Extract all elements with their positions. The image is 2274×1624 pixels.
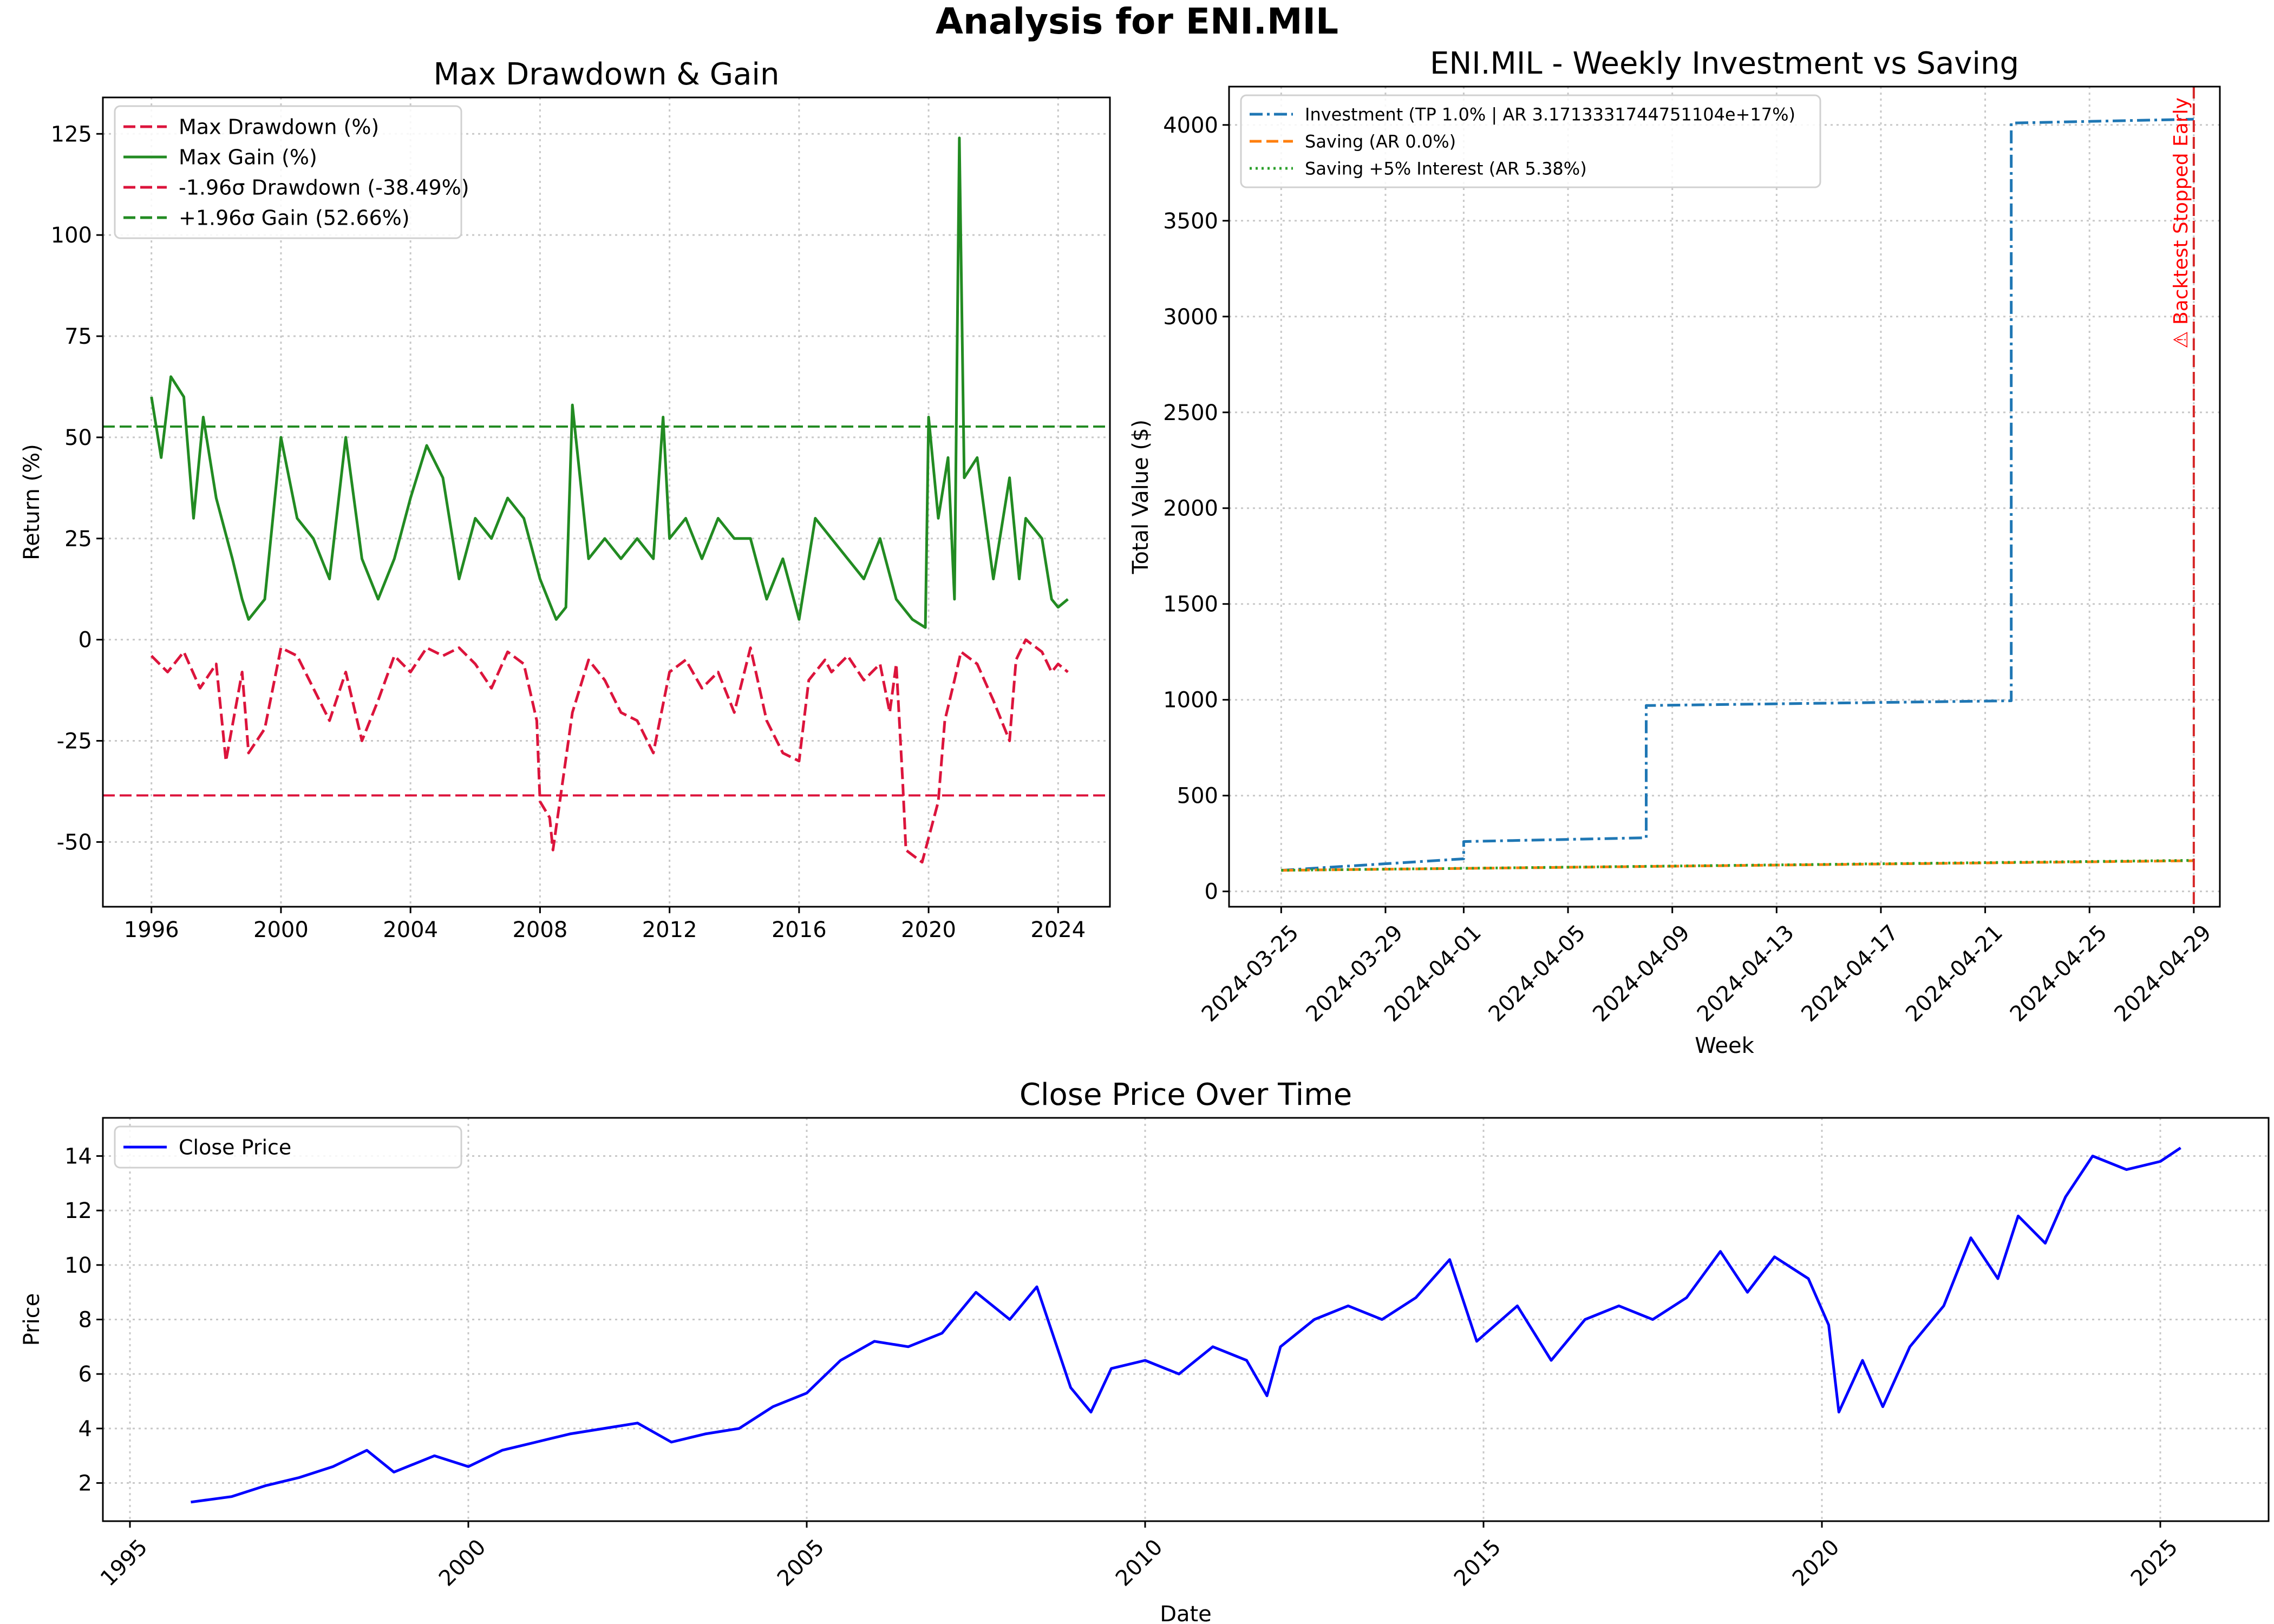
chart-title: Max Drawdown & Gain — [434, 57, 780, 92]
x-tick-label: 2015 — [1449, 1535, 1506, 1592]
legend-label: Saving (AR 0.0%) — [1305, 132, 1456, 152]
chart-title: Close Price Over Time — [1020, 1077, 1352, 1112]
y-tick-label: 4 — [79, 1417, 92, 1442]
x-tick-label: 2020 — [1788, 1535, 1845, 1592]
y-tick-label: 0 — [79, 628, 92, 653]
x-tick-label: 2010 — [1111, 1535, 1168, 1592]
y-tick-label: 3000 — [1163, 305, 1218, 330]
series-line — [1281, 859, 2194, 872]
y-tick-label: -25 — [57, 729, 92, 754]
y-tick-label: 75 — [64, 324, 92, 349]
y-tick-label: 125 — [51, 122, 92, 147]
y-tick-label: -50 — [57, 830, 92, 855]
legend-label: Max Drawdown (%) — [179, 115, 379, 139]
chart-drawdown-gain: 1996 2000 2004 2008 2012 2016 2020 2024 -50 -25 0 2… — [19, 57, 1111, 942]
x-tick-label: 2020 — [901, 918, 956, 942]
legend-label: -1.96σ Drawdown (-38.49%) — [179, 176, 469, 200]
x-tick-label: 2000 — [434, 1535, 491, 1592]
x-axis-label: Date — [1160, 1602, 1212, 1624]
chart-title: ENI.MIL - Weekly Investment vs Saving — [1430, 46, 2019, 81]
legend-box — [114, 1125, 462, 1169]
y-tick-label: 100 — [51, 223, 92, 248]
legend-box — [1240, 94, 1821, 188]
x-tick-label: 2005 — [773, 1535, 829, 1592]
legend-label: Close Price — [179, 1136, 291, 1160]
y-tick-label: 14 — [64, 1144, 92, 1169]
series-line — [1281, 117, 2194, 872]
x-tick-label: 1995 — [96, 1535, 153, 1592]
x-tick-label: 2012 — [642, 918, 697, 942]
series-line — [150, 638, 1069, 864]
y-tick-label: 50 — [64, 425, 92, 450]
annotation-label: ⚠ Backtest Stopped Early — [2170, 97, 2192, 349]
x-tick-label: 2024-03-25 — [1197, 920, 1304, 1027]
x-tick-label: 2024-04-13 — [1693, 920, 1799, 1027]
x-tick-label: 2025 — [2126, 1535, 2183, 1592]
x-tick-label: 2004 — [383, 918, 438, 942]
y-tick-label: 25 — [64, 527, 92, 552]
axes-frame — [1228, 86, 2221, 908]
y-tick-label: 6 — [79, 1362, 92, 1387]
plot-data — [1281, 117, 2194, 872]
y-tick-label: 2500 — [1163, 401, 1218, 425]
y-tick-label: 10 — [64, 1253, 92, 1278]
chart-investment-vs-saving: ⚠ Backtest Stopped Early 2024-03-25 2024-0… — [1128, 46, 2221, 1058]
plot-data — [103, 136, 1110, 864]
figure-title: Analysis for ENI.MIL — [936, 1, 1338, 42]
x-tick-label: 2008 — [512, 918, 567, 942]
y-tick-label: 0 — [1205, 880, 1218, 905]
y-tick-label: 2 — [79, 1471, 92, 1496]
legend-label: Investment (TP 1.0% | AR 3.1713331744751… — [1305, 104, 1795, 125]
y-tick-label: 1500 — [1163, 592, 1218, 617]
axes-frame — [102, 96, 1111, 908]
y-tick-label: 2000 — [1163, 496, 1218, 521]
y-tick-label: 1000 — [1163, 688, 1218, 713]
x-tick-label: 2024 — [1030, 918, 1086, 942]
legend-label: Max Gain (%) — [179, 146, 317, 169]
plot-data — [191, 1147, 2181, 1504]
y-tick-label: 500 — [1177, 784, 1218, 809]
y-axis-label: Price — [19, 1293, 44, 1346]
chart-close-price: 1995 2000 2005 2010 2015 2020 2025 2 4 6 8 10 12 14 Cl… — [19, 1077, 2270, 1624]
legend-label: +1.96σ Gain (52.66%) — [179, 206, 410, 230]
y-tick-label: 12 — [64, 1199, 92, 1223]
series-line — [191, 1147, 2181, 1504]
y-tick-label: 4000 — [1163, 113, 1218, 138]
x-tick-label: 2024-04-09 — [1588, 920, 1695, 1027]
x-tick-label: 2024-04-21 — [1901, 920, 2008, 1027]
legend-box — [114, 105, 462, 239]
x-tick-label: 2024-04-17 — [1796, 920, 1903, 1027]
y-tick-label: 3500 — [1163, 209, 1218, 234]
y-axis-label: Return (%) — [19, 444, 44, 560]
x-tick-label: 2024-04-29 — [2109, 920, 2216, 1027]
y-tick-label: 8 — [79, 1308, 92, 1333]
x-tick-label: 2024-04-05 — [1484, 920, 1591, 1027]
x-tick-label: 1996 — [124, 918, 179, 942]
x-axis-label: Week — [1695, 1033, 1754, 1058]
x-tick-label: 2024-04-25 — [2005, 920, 2112, 1027]
x-tick-label: 2000 — [253, 918, 309, 942]
legend-label: Saving +5% Interest (AR 5.38%) — [1305, 159, 1587, 179]
y-axis-label: Total Value ($) — [1128, 420, 1153, 574]
x-tick-label: 2016 — [772, 918, 827, 942]
